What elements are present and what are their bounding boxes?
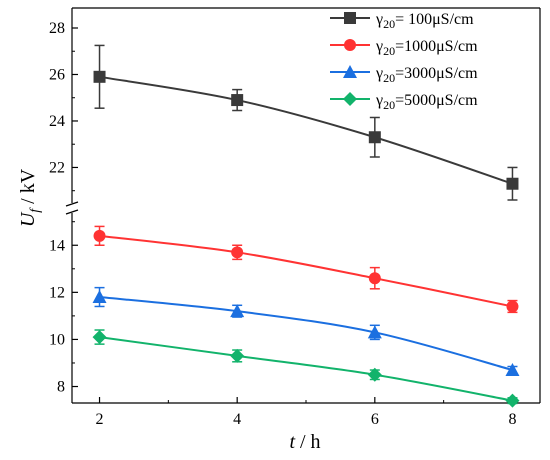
data-point — [343, 92, 357, 106]
series-line — [99, 234, 513, 308]
x-tick-label: 6 — [371, 411, 379, 428]
x-axis-title: t / h — [289, 431, 320, 453]
legend: γ20= 100μS/cm γ20=1000μS/cm γ20=3000μS/cm γ… — [330, 11, 478, 112]
y-tick-label: 22 — [49, 159, 65, 176]
axis-break-mark-lower — [65, 209, 79, 215]
series-line — [99, 296, 513, 372]
series-line — [99, 75, 513, 185]
y-tick-label: 26 — [49, 66, 65, 83]
axis-break-gap — [66, 204, 78, 212]
legend-label: γ20=3000μS/cm — [375, 65, 478, 85]
series-4 — [92, 329, 520, 408]
data-point — [92, 290, 107, 304]
data-point — [92, 330, 107, 345]
data-point — [506, 300, 519, 313]
data-point — [368, 131, 381, 144]
data-point — [367, 325, 382, 339]
y-tick-label: 10 — [49, 331, 65, 348]
legend-label: γ20= 100μS/cm — [375, 11, 474, 31]
data-point — [505, 393, 520, 408]
y-axis-title: Uf / kV — [17, 168, 43, 227]
x-tick-label: 4 — [233, 411, 241, 428]
data-point — [343, 65, 357, 78]
legend-item-4: γ20=5000μS/cm — [330, 92, 478, 112]
series-3 — [92, 286, 520, 377]
series-line — [99, 336, 513, 402]
legend-item-1: γ20= 100μS/cm — [330, 11, 474, 31]
data-point — [231, 94, 244, 107]
x-tick-label: 2 — [96, 411, 104, 428]
data-point — [506, 177, 519, 190]
series-layer — [92, 44, 520, 408]
axis-break-mark-upper — [65, 201, 79, 207]
data-point — [367, 367, 382, 382]
series-1 — [93, 44, 519, 201]
data-point — [344, 39, 356, 51]
series-2 — [93, 225, 519, 314]
legend-item-3: γ20=3000μS/cm — [330, 65, 478, 85]
legend-label: γ20=5000μS/cm — [375, 92, 478, 112]
y-tick-label: 14 — [49, 237, 65, 254]
data-point — [230, 304, 245, 318]
y-tick-label: 24 — [49, 113, 65, 130]
data-point — [505, 363, 520, 377]
data-point — [231, 246, 244, 259]
data-point — [230, 348, 245, 363]
y-tick-label: 12 — [49, 284, 65, 301]
y-tick-label: 8 — [57, 379, 65, 396]
x-tick-label: 8 — [508, 411, 516, 428]
legend-item-2: γ20=1000μS/cm — [330, 38, 478, 58]
y-tick-label: 28 — [49, 20, 65, 37]
legend-label: γ20=1000μS/cm — [375, 38, 478, 58]
data-point — [368, 272, 381, 285]
data-point — [344, 12, 356, 24]
data-point — [93, 229, 106, 242]
data-point — [93, 70, 106, 83]
